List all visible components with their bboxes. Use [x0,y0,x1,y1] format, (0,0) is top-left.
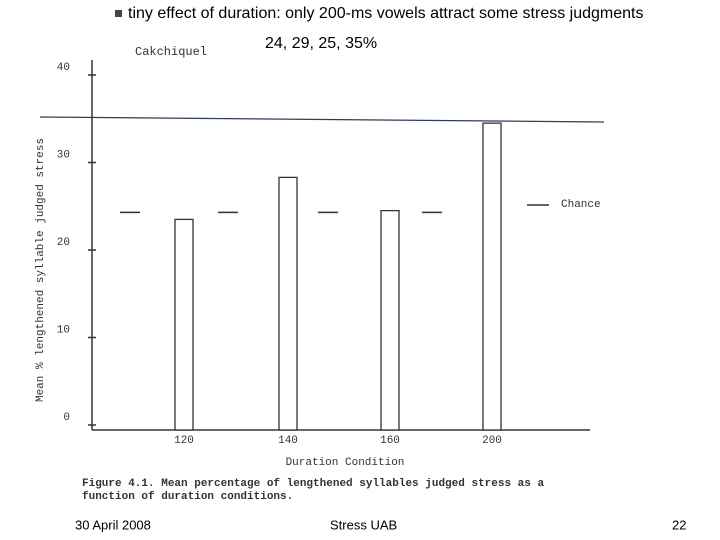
caption: Figure 4.1. Mean percentage of lengthene… [82,478,545,503]
footer-title: Stress UAB [330,517,397,532]
x-tick-label: 140 [278,435,298,447]
footer-date: 30 April 2008 [75,517,151,532]
annotation-line [39,116,605,123]
x-tick-label: 160 [380,435,400,447]
legend-label: Chance [561,199,601,211]
bar [278,176,298,431]
y-tick-label: 0 [63,412,70,424]
y-tick-label: 30 [57,149,70,161]
y-tick-label: 20 [57,237,70,249]
bullet-detail: 24, 29, 25, 35% [265,35,377,52]
y-axis-label: Mean % lengthened syllable judged stress [35,138,47,402]
bar [482,122,502,431]
chart-title: Cakchiquel [135,45,207,59]
x-tick-label: 120 [174,435,194,447]
bullet-marker [115,10,122,17]
y-tick-label: 10 [57,324,70,336]
caption-box: Figure 4.1. Mean percentage of lengthene… [82,478,545,503]
bar [174,218,194,431]
bullet: tiny effect of duration: only 200-ms vow… [128,5,644,22]
y-tick-label: 40 [57,62,70,74]
page-number: 22 [672,517,686,532]
x-tick-label: 200 [482,435,502,447]
x-axis-label: Duration Condition [286,457,405,469]
bar [380,209,400,431]
